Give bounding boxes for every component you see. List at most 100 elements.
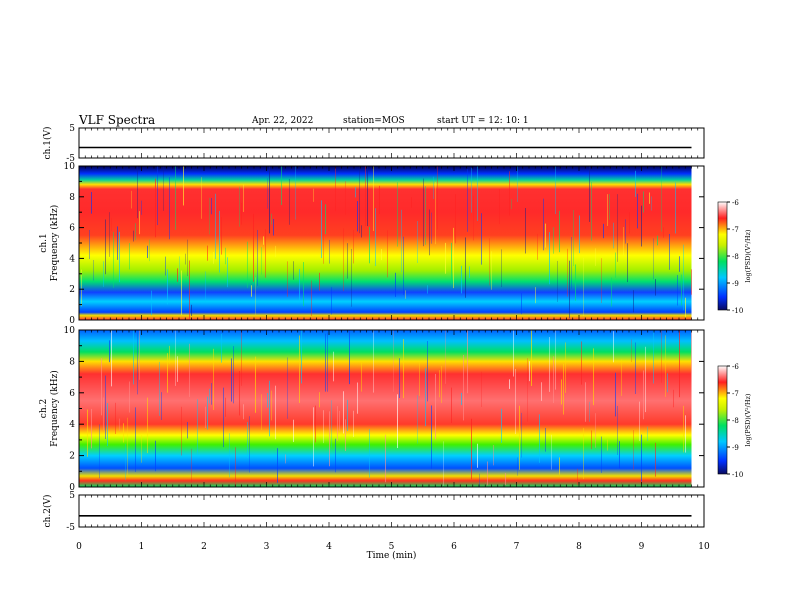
ch1-spectrogram-stripe (345, 181, 346, 215)
xaxis-tick-label: 8 (576, 542, 582, 552)
ch1-spectrogram-stripe (141, 200, 142, 215)
ch1-spectrogram-stripe (131, 190, 132, 209)
ch2-spectrogram-stripe (337, 406, 338, 441)
ch2-spectrogram-stripe (607, 439, 608, 451)
ch1-spectrogram-colorbar (717, 201, 728, 311)
ch2-spectrogram-stripe (621, 359, 622, 396)
ch2-spectrogram-stripe (419, 362, 420, 397)
ch1-spectrogram-stripe (607, 194, 608, 226)
ch2-spectrogram-stripe (515, 368, 516, 435)
ch1-spectrogram-stripe (251, 285, 252, 297)
ch2-spectrogram-stripe (319, 392, 320, 408)
ch2-spectrogram-stripe (439, 370, 440, 398)
ch1-spectrogram-stripe (147, 245, 148, 259)
ch1-spectrogram-stripe (169, 177, 170, 240)
xaxis-tick-label: 0 (76, 542, 82, 552)
ch2-spectrogram-stripe (249, 416, 250, 473)
ch2-spectrogram-stripe (125, 443, 126, 481)
ch2-spectrogram-stripe (615, 372, 616, 417)
ch1-spectrogram-stripe (243, 184, 244, 212)
ch1-spectrogram-stripe (129, 243, 130, 270)
ch1-spectrogram-stripe (367, 166, 368, 227)
ch2-spectrogram-stripe (329, 411, 330, 467)
ch1-spectrogram-stripe (255, 277, 256, 315)
xaxis-tick-label: 1 (139, 542, 145, 552)
ch2-spectrogram-stripe (641, 434, 642, 482)
ch2-spectrogram-stripe (399, 358, 400, 398)
ch1-spectrogram-stripe (491, 251, 492, 290)
ch1-spectrogram-stripe (365, 166, 366, 226)
ch2-spectrogram-stripe (393, 330, 394, 392)
ch2-spectrogram-stripe (169, 345, 170, 364)
xaxis-tick-label: 6 (451, 542, 457, 552)
ch1-spectrogram-stripe (417, 220, 418, 264)
ch1-spectrogram-stripe (595, 248, 596, 266)
ch2-spectrogram-stripe (593, 348, 594, 406)
ch1-spectrogram-ytick-label: 8 (69, 193, 75, 203)
ch1-waveform-ytick-label: 5 (69, 124, 75, 134)
ch2-waveform-ytick-label: 5 (69, 491, 75, 501)
ch2-spectrogram-stripe (549, 337, 550, 392)
ch1-spectrogram-stripe (609, 193, 610, 220)
ch2-spectrogram-stripe (239, 370, 240, 416)
ch2-spectrogram-stripe (127, 417, 128, 476)
ch2-spectrogram-stripe (197, 399, 198, 455)
ch1-spectrogram-stripe (613, 222, 614, 249)
ch1-spectrogram-stripe (543, 198, 544, 251)
ch2-spectrogram-stripe (643, 370, 644, 420)
ch2-spectrogram-stripe (493, 444, 494, 466)
ch2-spectrogram-stripe (235, 447, 236, 487)
ch1-spectrogram-stripe (397, 182, 398, 247)
ch1-spectrogram-stripe (591, 182, 592, 241)
ch1-spectrogram-stripe (347, 243, 348, 279)
ch2-spectrogram-stripe (247, 421, 248, 458)
ch1-spectrogram-stripe (521, 293, 522, 315)
ch1-spectrogram-ytick-label: 2 (69, 285, 75, 295)
ch2-spectrogram-stripe (617, 405, 618, 456)
ch2-spectrogram-stripe (301, 330, 302, 384)
ch1-spectrogram-stripe (481, 213, 482, 265)
ch1-spectrogram-stripe (379, 185, 380, 214)
ch2-spectrogram-stripe (261, 394, 262, 430)
ch2-spectrogram-stripe (349, 330, 350, 385)
ch1-spectrogram-stripe (221, 217, 222, 255)
ch2-spectrogram-stripe (285, 454, 286, 464)
ch1-spectrogram-stripe (401, 209, 402, 273)
ch1-spectrogram-stripe (555, 166, 556, 215)
ch2-spectrogram-stripe (271, 390, 272, 421)
ch1-spectrogram-stripe (559, 210, 560, 253)
ch1-spectrogram-stripe (557, 260, 558, 302)
ch2-spectrogram-stripe (517, 457, 518, 476)
ch1-spectrogram-stripe (135, 223, 136, 241)
ch1-spectrogram-stripe (453, 227, 454, 289)
ch2-spectrogram-stripe (107, 403, 108, 446)
ch1-spectrogram-stripe (437, 166, 438, 230)
ch1-spectrogram-stripe (269, 166, 270, 234)
ch1-spectrogram-stripe (509, 171, 510, 216)
ch1-spectrogram-stripe (323, 230, 324, 264)
ch1-spectrogram-stripe (241, 202, 242, 225)
ch2-waveform-ylabel: ch.2(V) (42, 495, 53, 528)
ch1-spectrogram-stripe (167, 269, 168, 305)
ch1-spectrogram-stripe (675, 182, 676, 234)
ch1-waveform-ylabel: ch.1(V) (42, 127, 53, 160)
ch2-spectrogram-stripe (487, 461, 488, 486)
ch1-spectrogram-stripe (137, 166, 138, 219)
ch2-spectrogram-stripe (431, 405, 432, 469)
ch1-spectrogram-stripe (139, 211, 140, 235)
ch1-spectrogram-stripe (525, 208, 526, 254)
ch1-spectrogram-stripe (281, 166, 282, 205)
ch2-spectrogram-stripe (229, 433, 230, 478)
ch2-spectrogram-stripe (527, 358, 528, 422)
ch1-spectrogram-stripe (537, 233, 538, 260)
ch2-spectrogram-stripe (287, 357, 288, 419)
ch2-spectrogram-stripe (563, 363, 564, 415)
ch1-spectrogram-stripe (225, 247, 226, 265)
ch2-spectrogram-stripe (141, 435, 142, 463)
ch2-spectrogram-stripe (177, 356, 178, 382)
ch1-spectrogram-stripe (103, 261, 104, 287)
ch2-spectrogram-stripe (561, 379, 562, 405)
ch1-spectrogram-ytick-label: 0 (69, 316, 75, 326)
ch2-spectrogram-ytick-label: 8 (69, 357, 75, 367)
ch2-spectrogram-stripe (635, 342, 636, 394)
